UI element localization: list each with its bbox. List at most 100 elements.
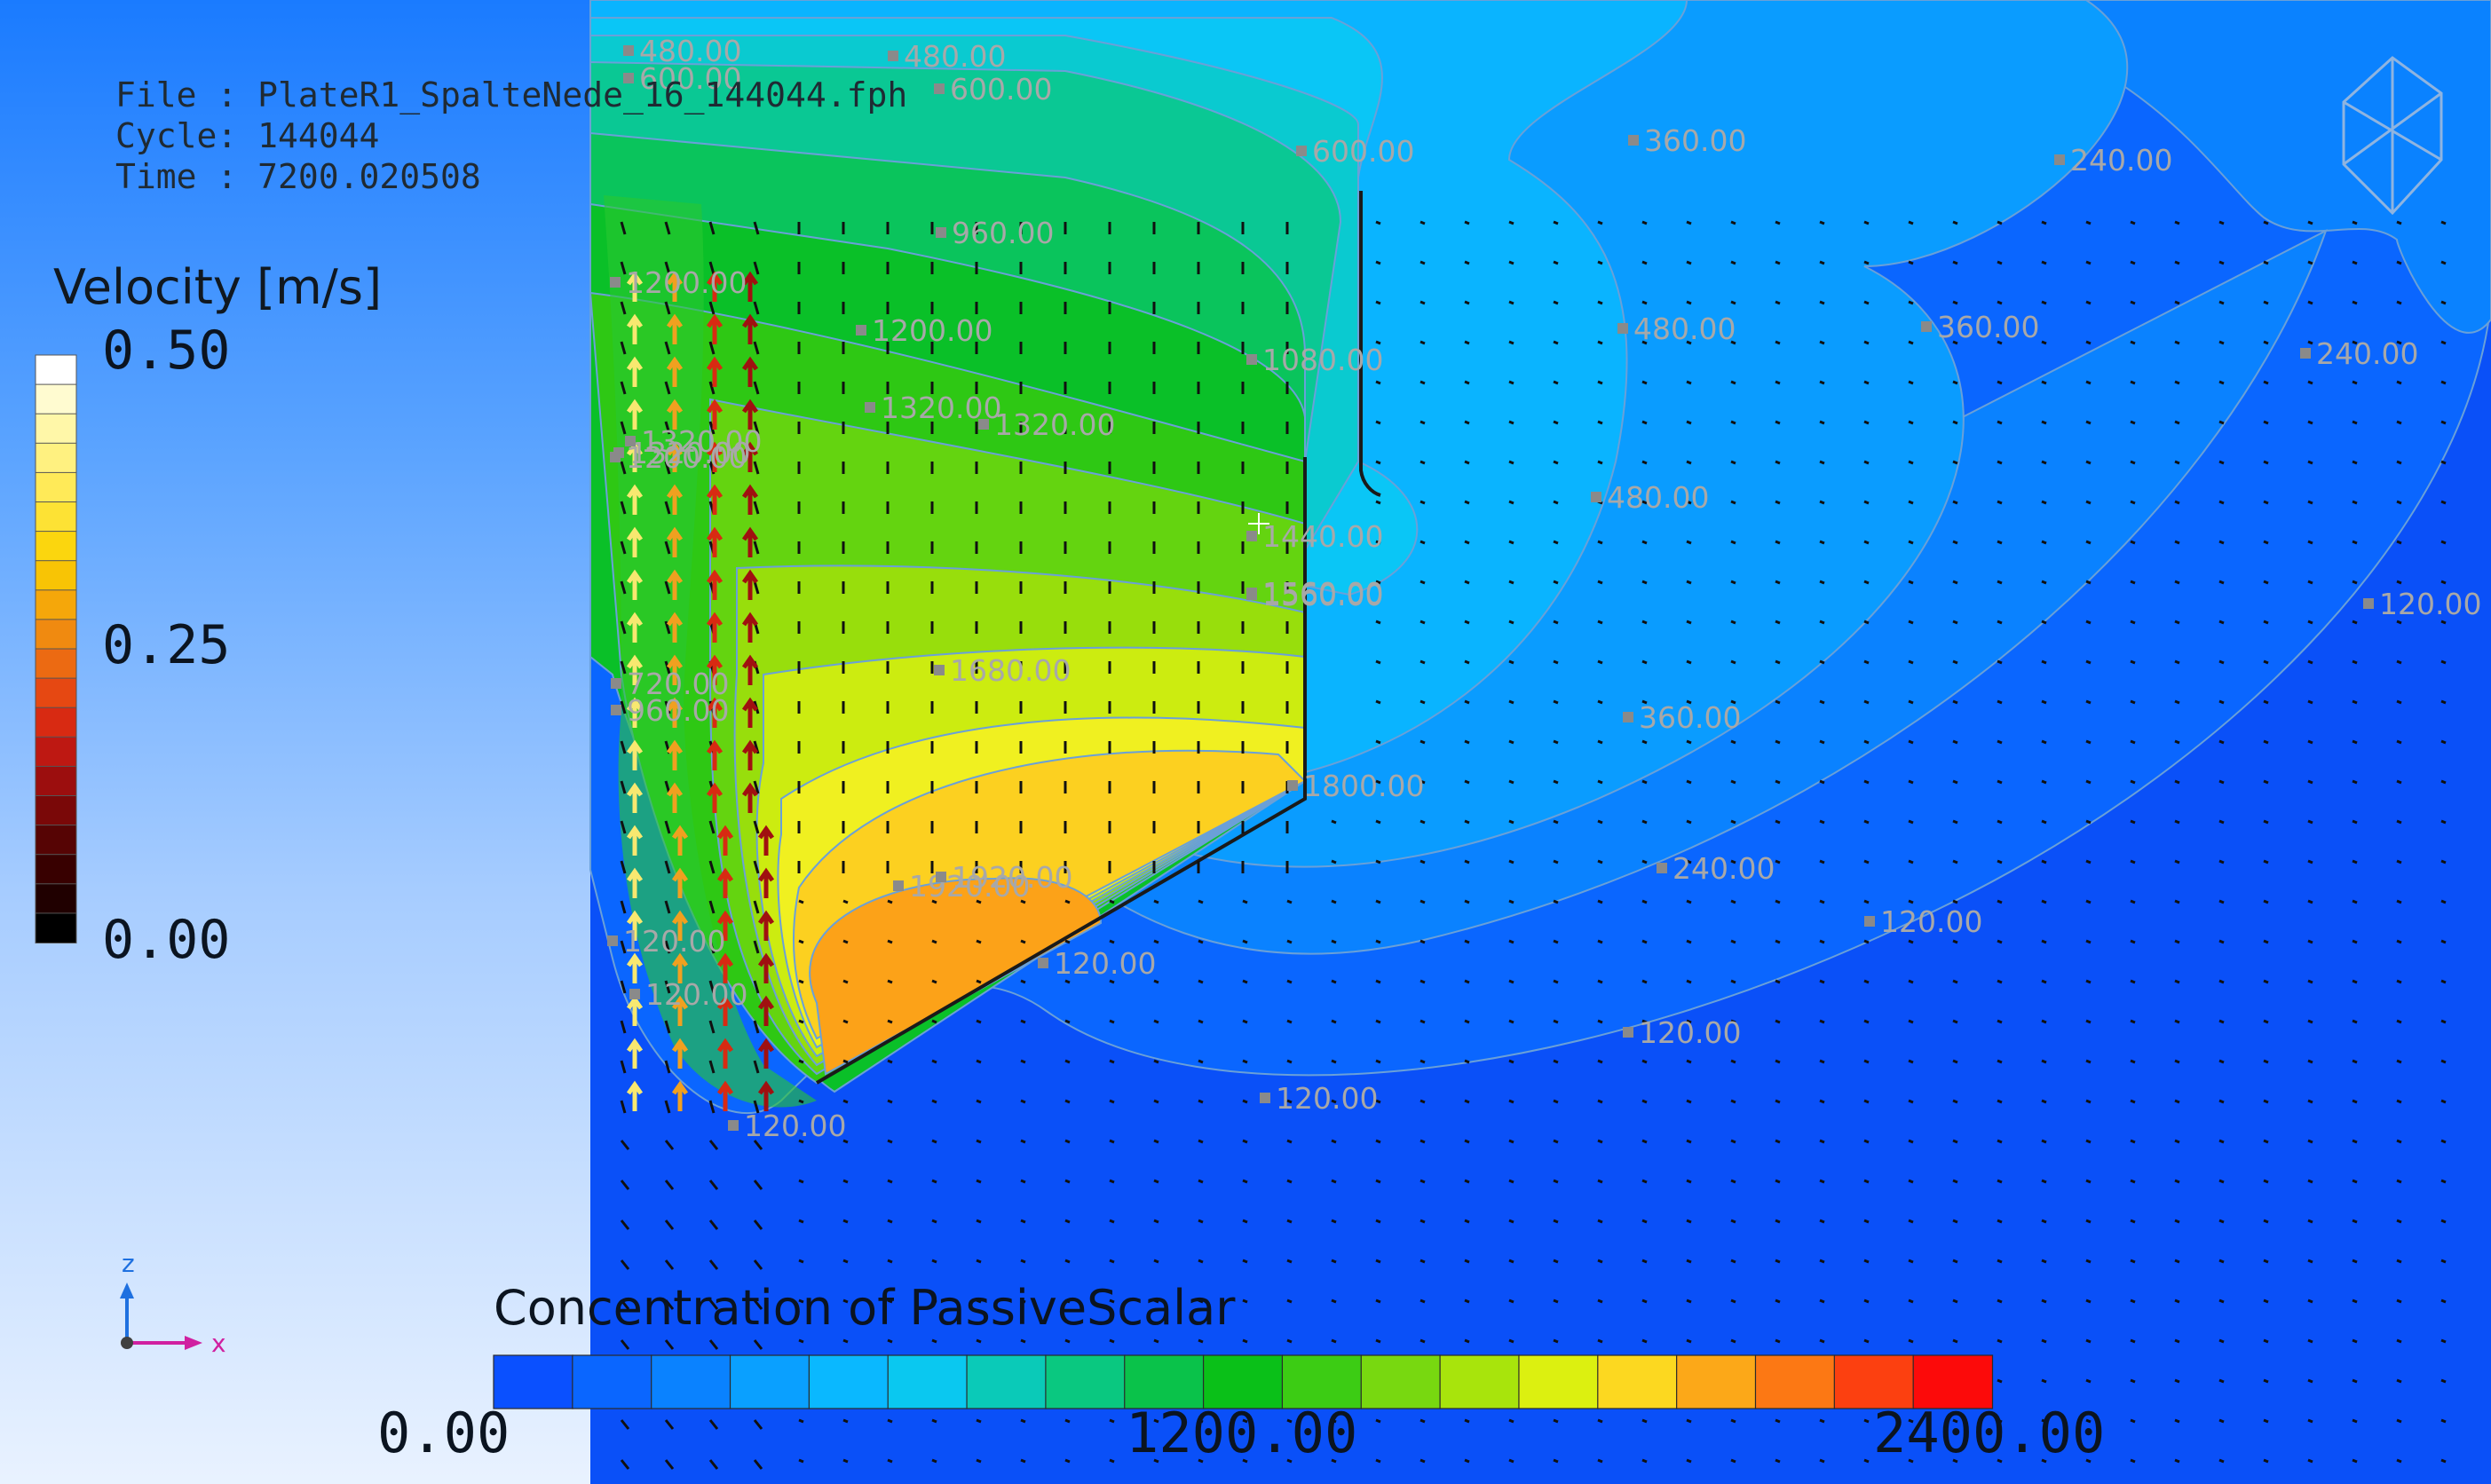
velocity-vector bbox=[664, 341, 671, 355]
velocity-vector bbox=[2396, 1259, 2402, 1264]
velocity-vector bbox=[2263, 819, 2269, 825]
velocity-vector bbox=[1730, 979, 1736, 984]
lower-plate bbox=[815, 457, 1307, 1085]
velocity-vector bbox=[1464, 819, 1470, 825]
velocity-vector bbox=[1464, 420, 1470, 425]
velocity-vector bbox=[1952, 260, 1958, 265]
velocity-vector bbox=[1375, 1099, 1381, 1104]
velocity-vector bbox=[620, 1100, 627, 1114]
contour-label-marker bbox=[611, 705, 621, 715]
velocity-vector bbox=[1508, 779, 1514, 785]
velocity-vector bbox=[1908, 1219, 1914, 1224]
velocity-vector bbox=[2218, 420, 2225, 425]
velocity-vector bbox=[1597, 1418, 1603, 1424]
velocity-vector bbox=[664, 1339, 675, 1350]
velocity-vector bbox=[1553, 500, 1559, 505]
velocity-vector bbox=[2085, 620, 2092, 625]
velocity-vector bbox=[2307, 1179, 2313, 1184]
velocity-vector bbox=[1508, 420, 1514, 425]
velocity-vector bbox=[1597, 819, 1603, 825]
velocity-vector bbox=[1908, 1059, 1914, 1064]
velocity-vector bbox=[1020, 1259, 1026, 1264]
velocity-vector bbox=[2440, 939, 2447, 944]
velocity-vector bbox=[2085, 1059, 2092, 1064]
velocity-vector bbox=[1686, 500, 1692, 505]
velocity-vector bbox=[1198, 1179, 1204, 1184]
velocity-vector bbox=[798, 1338, 804, 1344]
jet-arrowhead bbox=[741, 484, 759, 499]
jet-arrowhead bbox=[671, 910, 689, 925]
velocity-vector bbox=[1375, 380, 1381, 385]
velocity-vector bbox=[2263, 1139, 2269, 1144]
velocity-vector bbox=[1863, 1179, 1870, 1184]
velocity-vector bbox=[2307, 819, 2313, 825]
velocity-vector bbox=[708, 1060, 716, 1074]
velocity-vector bbox=[887, 939, 893, 944]
velocity-vector bbox=[1997, 580, 2003, 585]
velocity-vector bbox=[1730, 1099, 1736, 1104]
velocity-vector bbox=[620, 261, 627, 275]
velocity-vector bbox=[1730, 1219, 1736, 1224]
velocity-vector bbox=[1641, 580, 1648, 585]
contour-label-marker bbox=[1296, 146, 1307, 156]
velocity-vector bbox=[1464, 1139, 1470, 1144]
velocity-vector bbox=[1641, 1458, 1648, 1464]
velocity-vector bbox=[2130, 859, 2136, 864]
jet-arrowhead bbox=[741, 271, 759, 286]
velocity-vector bbox=[2041, 620, 2047, 625]
velocity-vector bbox=[1686, 540, 1692, 545]
velocity-vector bbox=[753, 261, 760, 275]
velocity-vector bbox=[2218, 1099, 2225, 1104]
velocity-vector bbox=[2174, 819, 2180, 825]
velocity-vector bbox=[1464, 300, 1470, 305]
jet-arrowhead bbox=[757, 1080, 775, 1095]
velocity-vector bbox=[1730, 939, 1736, 944]
velocity-vector bbox=[1819, 699, 1825, 705]
velocity-colorbar-swatch bbox=[35, 795, 77, 826]
velocity-vector bbox=[2352, 859, 2358, 864]
velocity-vector bbox=[1908, 979, 1914, 984]
velocity-vector bbox=[1775, 739, 1781, 745]
velocity-vector bbox=[2352, 500, 2358, 505]
velocity-vector bbox=[2440, 420, 2447, 425]
jet-arrowhead bbox=[666, 782, 684, 797]
velocity-vector bbox=[2440, 699, 2447, 705]
velocity-vector bbox=[1775, 220, 1781, 225]
contour-label: 1320.00 bbox=[994, 407, 1115, 442]
velocity-vector bbox=[2085, 1298, 2092, 1304]
velocity-vector bbox=[1819, 1059, 1825, 1064]
velocity-vector bbox=[1508, 380, 1514, 385]
velocity-vector bbox=[2307, 1418, 2313, 1424]
velocity-vector bbox=[931, 1139, 937, 1144]
velocity-vector bbox=[1286, 899, 1293, 904]
concentration-colorbar-swatch bbox=[1045, 1354, 1126, 1409]
velocity-vector bbox=[1375, 420, 1381, 425]
velocity-vector bbox=[1997, 899, 2003, 904]
velocity-colorbar-swatch bbox=[35, 383, 77, 415]
velocity-vector bbox=[1375, 979, 1381, 984]
velocity-vector bbox=[2174, 1458, 2180, 1464]
contour-label: 360.00 bbox=[1639, 700, 1741, 735]
velocity-vector bbox=[1952, 1099, 1958, 1104]
velocity-vector bbox=[1775, 1259, 1781, 1264]
contour-label-marker bbox=[865, 402, 875, 413]
velocity-vector bbox=[1908, 1418, 1914, 1424]
velocity-vector bbox=[2130, 580, 2136, 585]
contour-label: 1680.00 bbox=[950, 653, 1071, 688]
velocity-vector bbox=[2263, 580, 2269, 585]
velocity-vector bbox=[1819, 260, 1825, 265]
jet-arrowhead bbox=[671, 1038, 689, 1053]
velocity-vector bbox=[1375, 859, 1381, 864]
velocity-vector bbox=[708, 1180, 719, 1190]
velocity-vector bbox=[1641, 1059, 1648, 1064]
velocity-vector bbox=[1375, 460, 1381, 465]
velocity-vector bbox=[1730, 340, 1736, 345]
velocity-vector bbox=[1508, 979, 1514, 984]
velocity-vector bbox=[2041, 779, 2047, 785]
velocity-vector bbox=[2041, 380, 2047, 385]
contour-label-marker bbox=[1287, 780, 1298, 791]
jet-arrowhead bbox=[706, 612, 724, 627]
velocity-vector bbox=[1419, 300, 1426, 305]
velocity-vector bbox=[1997, 260, 2003, 265]
